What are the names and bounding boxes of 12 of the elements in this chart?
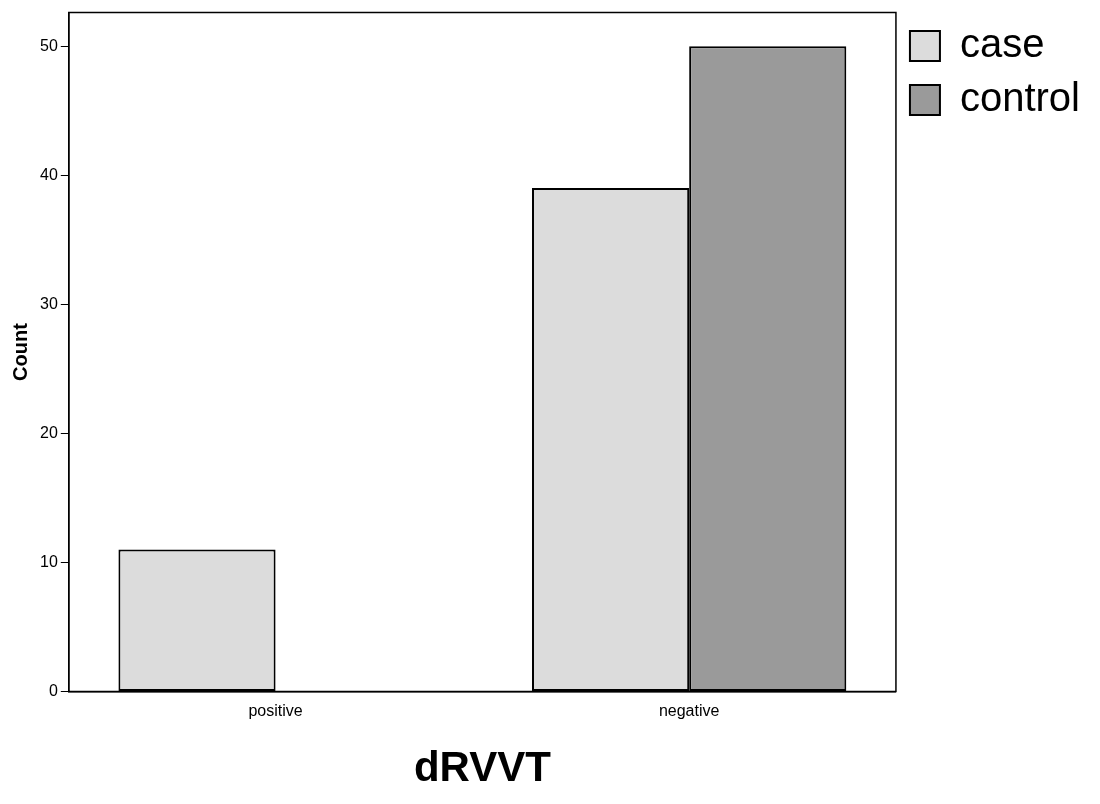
y-tick-label: 30 [40, 294, 58, 312]
x-axis-title: dRVVT [413, 743, 552, 791]
y-tick-label: 40 [40, 165, 58, 183]
y-tick-label: 10 [40, 552, 58, 570]
y-tick-label: 20 [40, 423, 58, 441]
y-tick-label: 50 [40, 36, 58, 54]
x-tick-label: positive [248, 702, 303, 720]
y-tick-label: 0 [48, 681, 58, 699]
x-tick-label: negative [658, 702, 720, 720]
legend-label: case [959, 21, 1045, 66]
legend-label: control [959, 75, 1080, 120]
y-axis-title: Count [8, 322, 31, 381]
